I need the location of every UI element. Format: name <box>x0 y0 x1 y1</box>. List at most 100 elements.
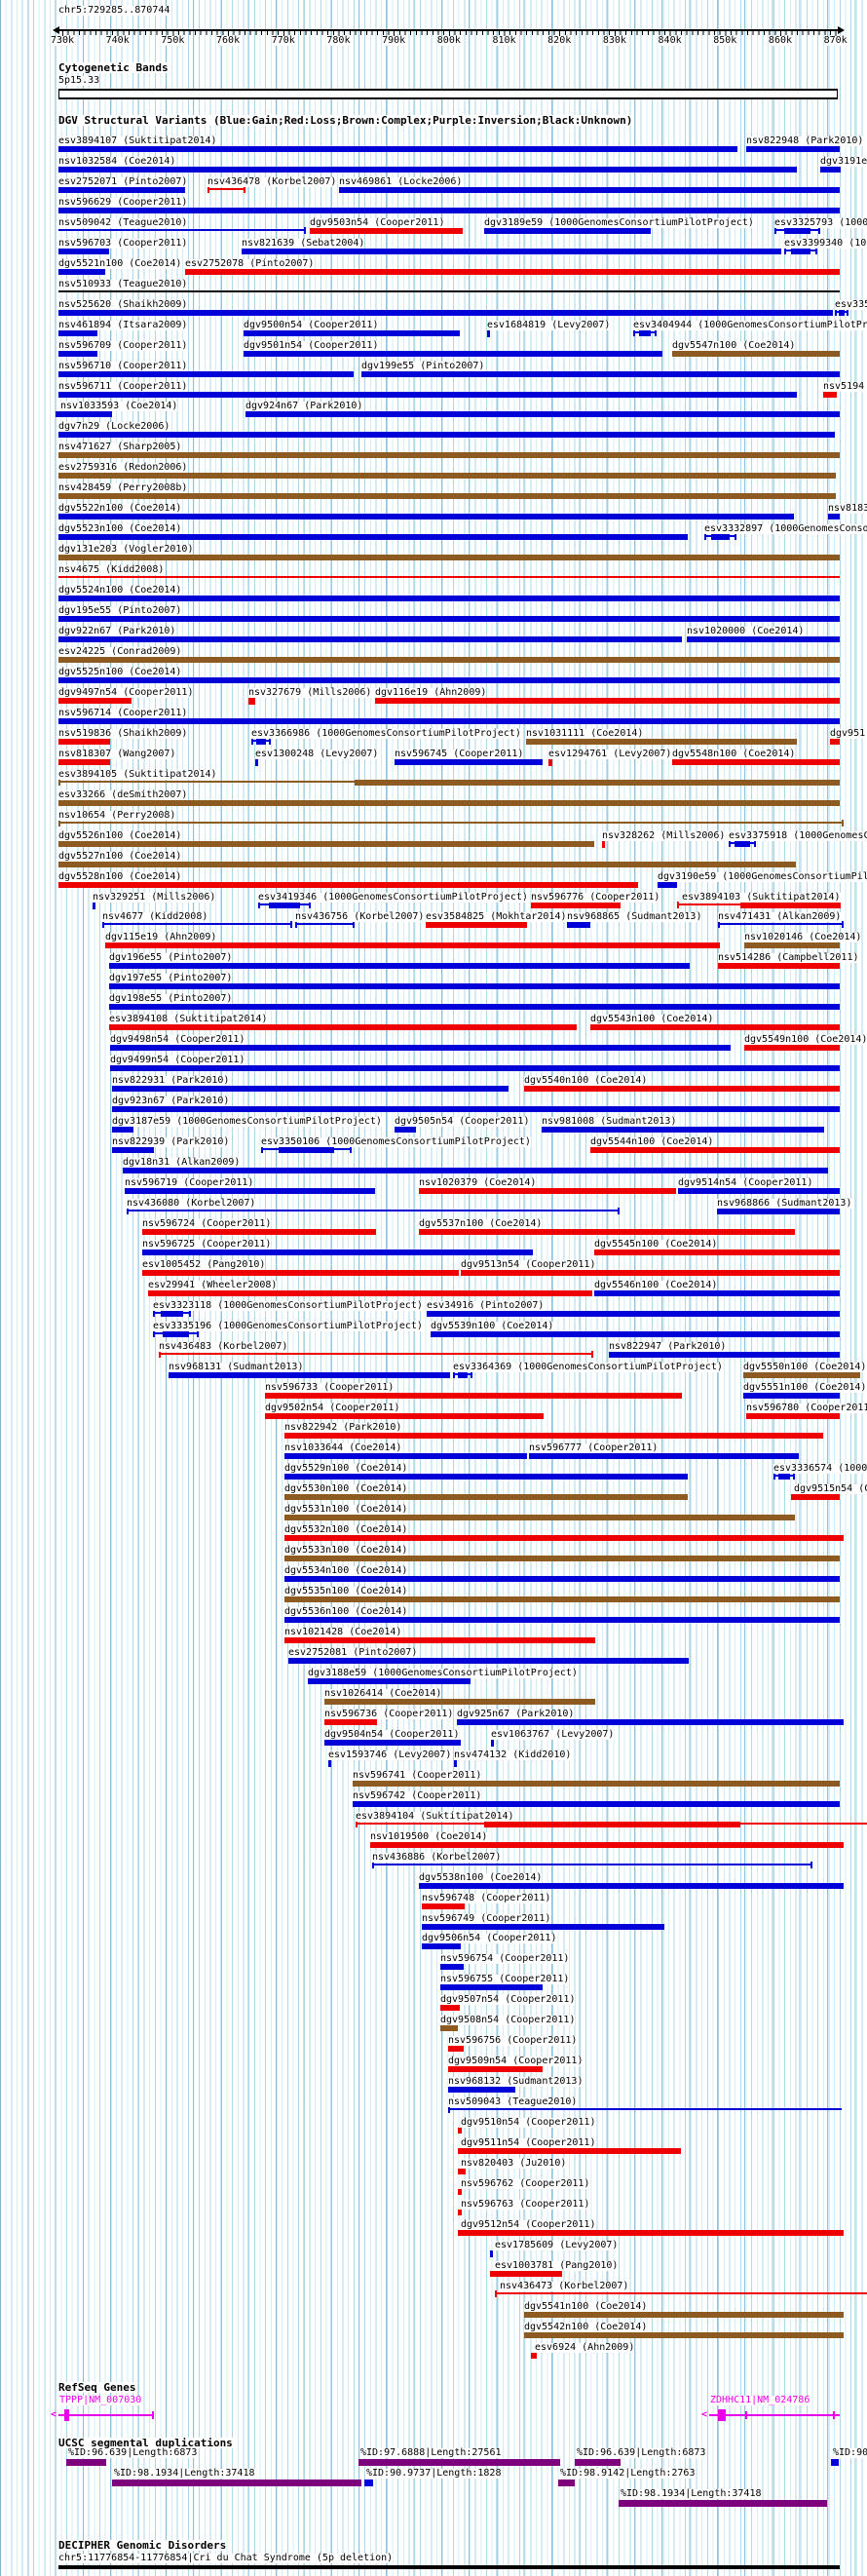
variant-bar[interactable] <box>355 780 840 786</box>
variant-label[interactable]: dgv115e19 (Ahn2009) <box>105 932 217 942</box>
variant-bar[interactable] <box>58 392 797 398</box>
variant-label[interactable]: dgv5551n100 (Coe2014) <box>743 1382 867 1393</box>
variant-bar[interactable] <box>590 1024 840 1030</box>
variant-label[interactable]: nsv471627 (Sharp2005) <box>58 442 182 452</box>
variant-bar[interactable] <box>58 718 840 724</box>
variant-bar[interactable] <box>704 533 736 540</box>
variant-bar[interactable] <box>58 759 110 765</box>
variant-bar[interactable] <box>248 698 255 705</box>
variant-label[interactable]: dgv9508n54 (Cooper2011) <box>440 2015 576 2025</box>
variant-bar[interactable] <box>328 1760 331 1767</box>
variant-label[interactable]: dgv7n29 (Locke2006) <box>58 421 170 432</box>
variant-label[interactable]: nsv596776 (Cooper2011) <box>531 892 660 903</box>
variant-bar[interactable] <box>58 330 97 336</box>
variant-label[interactable]: nsv596703 (Cooper2011) <box>58 238 188 249</box>
variant-label[interactable]: nsv1032584 (Coe2014) <box>58 156 176 167</box>
variant-bar[interactable] <box>58 493 836 499</box>
variant-label[interactable]: esv3584825 (Mokhtar2014) <box>426 911 567 922</box>
variant-label[interactable]: dgv9507n54 (Cooper2011) <box>440 1994 576 2005</box>
variant-bar[interactable] <box>110 1065 840 1071</box>
variant-bar[interactable] <box>93 903 95 909</box>
variant-bar[interactable] <box>458 2189 462 2195</box>
variant-bar[interactable] <box>372 1862 812 1868</box>
variant-label[interactable]: esv3350106 (1000GenomesConsortiumPilotPr… <box>261 1136 531 1147</box>
variant-label[interactable]: nsv436080 (Korbel2007) <box>127 1198 256 1209</box>
variant-bar[interactable] <box>56 411 112 417</box>
segdup-bar[interactable] <box>66 2459 106 2466</box>
segdup-bar[interactable] <box>364 2480 373 2486</box>
variant-bar[interactable] <box>495 2290 867 2297</box>
variant-label[interactable]: esv24225 (Conrad2009) <box>58 646 182 657</box>
variant-bar[interactable] <box>284 1637 595 1643</box>
variant-bar[interactable] <box>567 922 590 928</box>
variant-label[interactable]: dgv5537n100 (Coe2014) <box>419 1218 543 1229</box>
variant-label[interactable]: nsv436483 (Korbel2007) <box>159 1341 288 1352</box>
variant-bar[interactable] <box>677 902 742 908</box>
segdup-label[interactable]: %ID:98.1934|Length:37418 <box>621 2488 762 2499</box>
variant-label[interactable]: dgv5543n100 (Coe2014) <box>590 1014 714 1024</box>
variant-label[interactable]: nsv596780 (Cooper2011 <box>746 1403 867 1413</box>
variant-bar[interactable] <box>308 1678 471 1684</box>
variant-bar[interactable] <box>255 759 258 766</box>
variant-label[interactable]: dgv5529n100 (Coe2014) <box>284 1463 408 1474</box>
variant-bar[interactable] <box>284 1556 840 1561</box>
variant-label[interactable]: nsv328262 (Mills2006) <box>602 830 726 841</box>
variant-bar[interactable] <box>244 351 662 357</box>
segdup-bar[interactable] <box>575 2459 621 2466</box>
variant-label[interactable]: dgv9505n54 (Cooper2011) <box>395 1116 530 1127</box>
variant-label[interactable]: dgv5528n100 (Coe2014) <box>58 871 182 882</box>
variant-bar[interactable] <box>58 187 185 193</box>
variant-label[interactable]: esv3325793 (1000 <box>774 217 867 228</box>
variant-label[interactable]: esv3399340 (10 <box>784 238 867 249</box>
variant-label[interactable]: dgv5521n100 (Coe2014) <box>58 258 182 269</box>
variant-bar[interactable] <box>58 227 306 234</box>
variant-bar[interactable] <box>744 942 840 948</box>
variant-label[interactable]: nsv519836 (Shaikh2009) <box>58 728 188 739</box>
variant-label[interactable]: nsv968131 (Sudmant2013) <box>169 1362 304 1372</box>
variant-bar[interactable] <box>746 1413 840 1419</box>
variant-label[interactable]: esv3375918 (1000GenomesCo <box>729 831 867 841</box>
variant-bar[interactable] <box>830 739 840 745</box>
variant-label[interactable]: dgv3191e <box>820 156 867 167</box>
variant-label[interactable]: nsv1033593 (Coe2014) <box>60 401 178 411</box>
variant-label[interactable]: dgv5530n100 (Coe2014) <box>284 1483 408 1494</box>
variant-label[interactable]: nsv596763 (Cooper2011) <box>461 2199 590 2210</box>
variant-label[interactable]: esv3419346 (1000GenomesConsortiumPilotPr… <box>258 892 528 903</box>
variant-label[interactable]: nsv525620 (Shaikh2009) <box>58 299 188 310</box>
variant-bar[interactable] <box>142 1250 533 1255</box>
variant-label[interactable]: dgv9514n54 (Cooper2011) <box>678 1177 813 1188</box>
variant-label[interactable]: nsv329251 (Mills2006) <box>93 892 216 903</box>
variant-label[interactable]: nsv1019500 (Coe2014) <box>370 1831 488 1842</box>
variant-label[interactable]: nsv968866 (Sudmant2013) <box>717 1198 852 1209</box>
variant-label[interactable]: nsv596754 (Cooper2011) <box>440 1953 570 1964</box>
variant-label[interactable]: dgv5527n100 (Coe2014) <box>58 851 182 862</box>
variant-bar[interactable] <box>58 739 110 745</box>
variant-label[interactable]: dgv951 <box>830 728 866 739</box>
variant-bar[interactable] <box>774 227 820 234</box>
variant-bar[interactable] <box>609 1352 840 1358</box>
variant-label[interactable]: nsv510933 (Teague2010) <box>58 279 188 289</box>
variant-bar[interactable] <box>484 228 651 234</box>
variant-bar[interactable] <box>295 921 355 928</box>
variant-label[interactable]: esv33266 (deSmith2007) <box>58 789 188 800</box>
variant-label[interactable]: esv2759316 (Redon2006) <box>58 462 188 473</box>
variant-bar[interactable] <box>687 636 840 642</box>
variant-label[interactable]: nsv596719 (Cooper2011) <box>125 1177 254 1188</box>
variant-label[interactable]: esv1300248 (Levy2007) <box>255 749 379 759</box>
variant-bar[interactable] <box>718 963 840 969</box>
variant-bar[interactable] <box>284 1433 823 1439</box>
variant-bar[interactable] <box>58 473 836 479</box>
variant-label[interactable]: dgv9511n54 (Cooper2011) <box>461 2137 596 2148</box>
variant-label[interactable]: dgv9503n54 (Cooper2011) <box>310 217 445 228</box>
variant-label[interactable]: dgv9502n54 (Cooper2011) <box>265 1403 400 1413</box>
gene-label[interactable]: ZDHHC11|NM_024786 <box>710 2395 810 2405</box>
variant-bar[interactable] <box>717 1209 840 1214</box>
variant-label[interactable]: nsv596709 (Cooper2011) <box>58 340 188 351</box>
variant-label[interactable]: nsv596714 (Cooper2011) <box>58 708 188 718</box>
variant-bar[interactable] <box>58 514 794 519</box>
variant-label[interactable]: esv3332897 (1000GenomesConso <box>704 523 867 534</box>
variant-bar[interactable] <box>185 269 840 275</box>
variant-label[interactable]: esv1785609 (Levy2007) <box>495 2240 619 2250</box>
variant-label[interactable]: nsv436756 (Korbel2007) <box>295 911 425 922</box>
variant-bar[interactable] <box>531 903 621 908</box>
